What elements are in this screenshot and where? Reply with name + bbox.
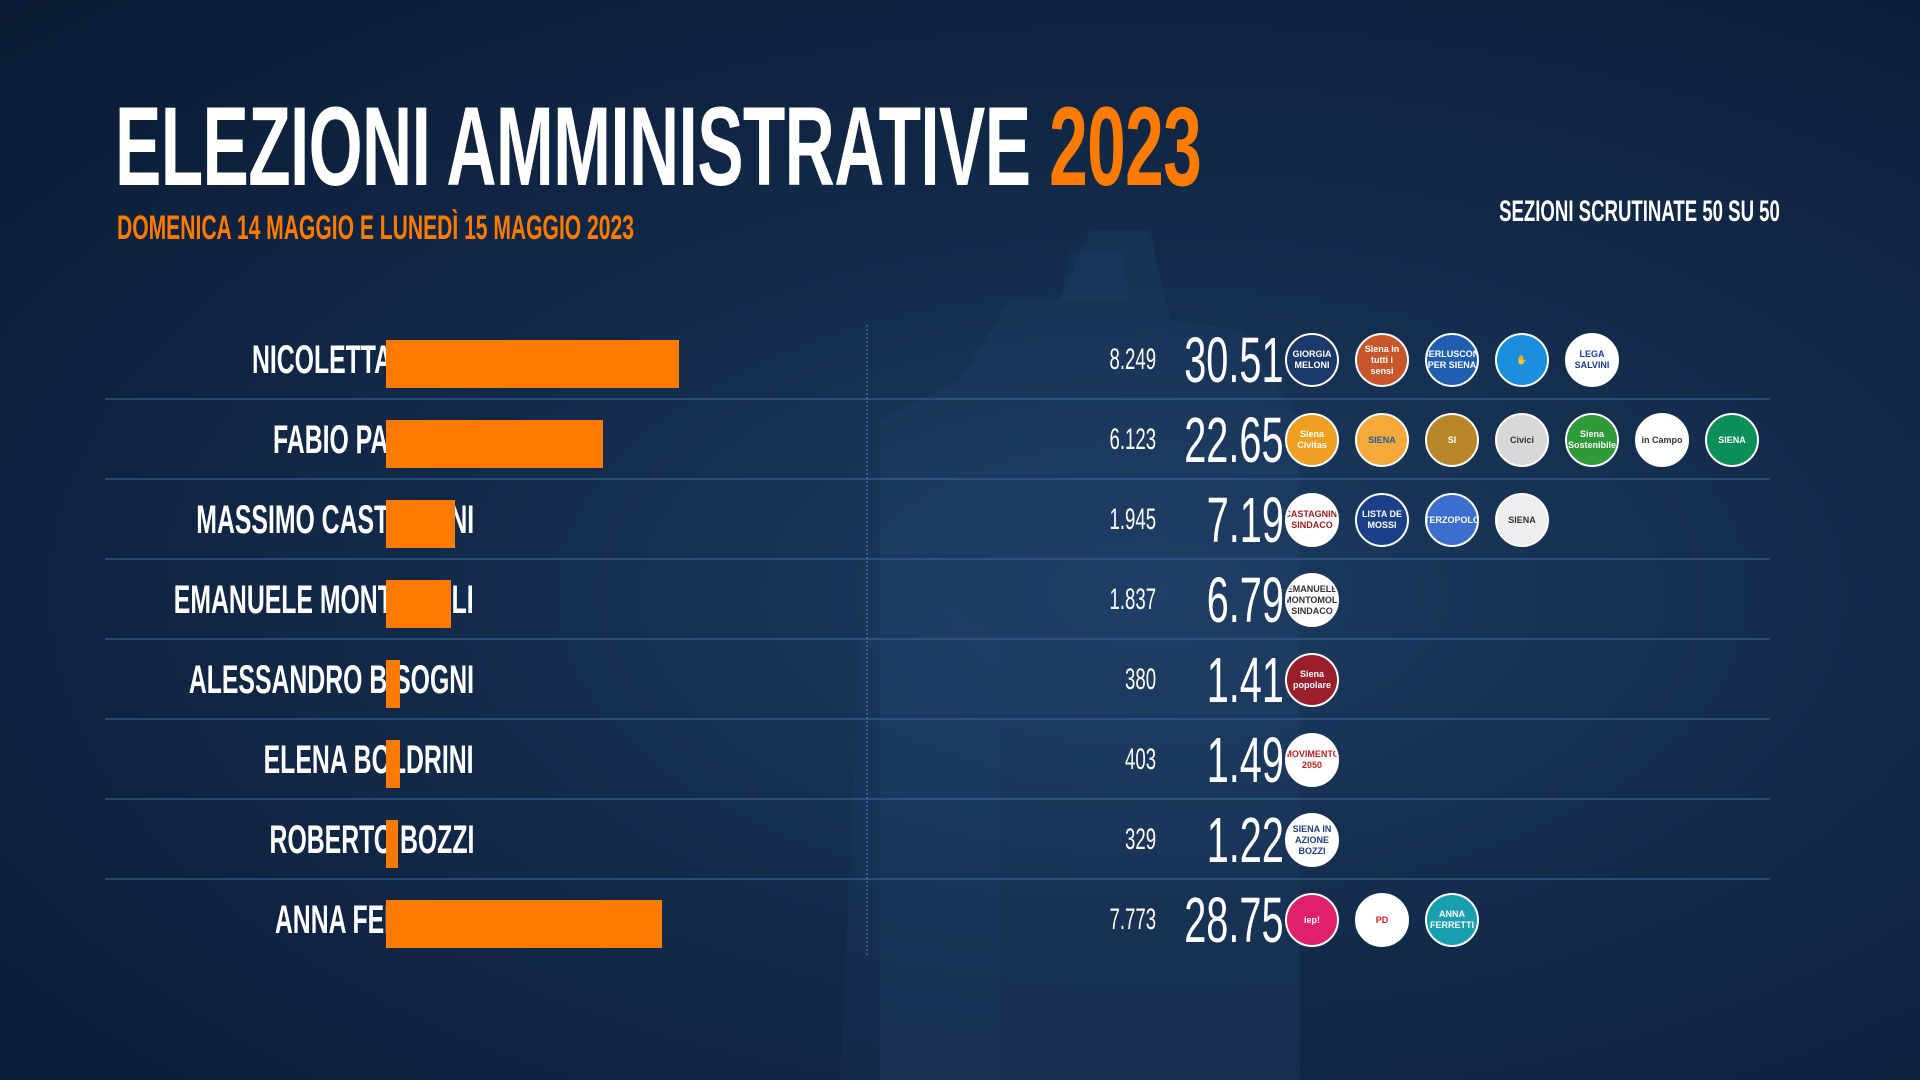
- vote-count: 8.249: [1109, 343, 1156, 376]
- vote-count: 1.837: [1109, 583, 1156, 616]
- vote-bar: [386, 580, 452, 628]
- in-campo-logo: in Campo: [1635, 413, 1689, 467]
- result-row: ROBERTO BOZZI 329 1.22 % SIENA IN AZIONE BO…: [105, 800, 1770, 880]
- lista-de-mossi-logo: LISTA DE MOSSI: [1355, 493, 1409, 547]
- vote-count: 329: [1124, 823, 1156, 856]
- candidate-name: ROBERTO BOZZI: [269, 818, 474, 862]
- movimento-2050-logo: MOVIMENTO 2050: [1285, 733, 1339, 787]
- row-separator: [105, 478, 1770, 480]
- siena-civitas-logo: Siena Civitas: [1285, 413, 1339, 467]
- siena-sostenibile-logo: Siena Sostenibile: [1565, 413, 1619, 467]
- row-separator: [105, 798, 1770, 800]
- lega-logo: LEGA SALVINI: [1565, 333, 1619, 387]
- result-row: ANNA FERRETTI 7.773 28.75 % iep! PD ANNA FERR…: [105, 880, 1770, 960]
- row-separator: [105, 638, 1770, 640]
- siena-green-logo: SIENA: [1705, 413, 1759, 467]
- candidate-name: ALESSANDRO BISOGNI: [188, 658, 474, 702]
- siena-heart-logo: SIENA: [1495, 493, 1549, 547]
- forza-italia-logo: BERLUSCONI PER SIENA: [1425, 333, 1479, 387]
- vote-bar: [386, 660, 400, 708]
- sections-counted: SEZIONI SCRUTINATE 50 SU 50: [1499, 195, 1780, 228]
- hand-civic-list-logo: ✋: [1495, 333, 1549, 387]
- anna-ferretti-sindaco-logo: ANNA FERRETTI: [1425, 893, 1479, 947]
- candidate-name: ELENA BOLDRINI: [264, 738, 474, 782]
- montomoli-sindaco-logo: EMANUELE MONTOMOLI SINDACO: [1285, 573, 1339, 627]
- vote-count: 6.123: [1109, 423, 1156, 456]
- terzopolo-logo: TERZOPOLO: [1425, 493, 1479, 547]
- result-row: MASSIMO CASTAGNINI 1.945 7.19 % CASTAGNINI …: [105, 480, 1770, 560]
- vote-count: 1.945: [1109, 503, 1156, 536]
- iep-logo: iep!: [1285, 893, 1339, 947]
- result-row: EMANUELE MONTOMOLI 1.837 6.79 % EMANUELE MO…: [105, 560, 1770, 640]
- civici-logo: Civici: [1495, 413, 1549, 467]
- result-row: ELENA BOLDRINI 403 1.49 % MOVIMENTO 2050: [105, 720, 1770, 800]
- si-logo: SI: [1425, 413, 1479, 467]
- row-separator: [105, 558, 1770, 560]
- castagnini-sindaco-logo: CASTAGNINI SINDACO: [1285, 493, 1339, 547]
- result-row: ALESSANDRO BISOGNI 380 1.41 % Siena popolar…: [105, 640, 1770, 720]
- vote-count: 7.773: [1109, 903, 1156, 936]
- vote-bar: [386, 820, 398, 868]
- row-separator: [105, 718, 1770, 720]
- vote-bar: [386, 500, 456, 548]
- vote-bar: [386, 340, 679, 388]
- vote-bar: [386, 900, 662, 948]
- fratelli-ditalia-logo: GIORGIA MELONI: [1285, 333, 1339, 387]
- vote-count: 380: [1124, 663, 1156, 696]
- vote-bar: [386, 420, 604, 468]
- result-row: NICOLETTA FABIO 8.249 30.51 % GIORGIA MELON…: [105, 320, 1770, 400]
- vote-count: 403: [1124, 743, 1156, 776]
- per-siena-logo: SIENA: [1355, 413, 1409, 467]
- title-year: 2023: [1049, 84, 1202, 209]
- vote-bar: [386, 740, 401, 788]
- siena-in-azione-logo: SIENA IN AZIONE BOZZI: [1285, 813, 1339, 867]
- result-row: FABIO PACCIANI 6.123 22.65 % Siena Civitas S…: [105, 400, 1770, 480]
- siena-in-tutti-i-sensi-logo: Siena in tutti i sensi: [1355, 333, 1409, 387]
- pd-logo: PD: [1355, 893, 1409, 947]
- column-divider: [866, 325, 868, 955]
- row-separator: [105, 878, 1770, 880]
- page-subtitle: DOMENICA 14 MAGGIO E LUNEDÌ 15 MAGGIO 20…: [117, 209, 634, 247]
- page-title: ELEZIONI AMMINISTRATIVE 2023: [115, 84, 1202, 209]
- siena-popolare-logo: Siena popolare: [1285, 653, 1339, 707]
- row-separator: [105, 398, 1770, 400]
